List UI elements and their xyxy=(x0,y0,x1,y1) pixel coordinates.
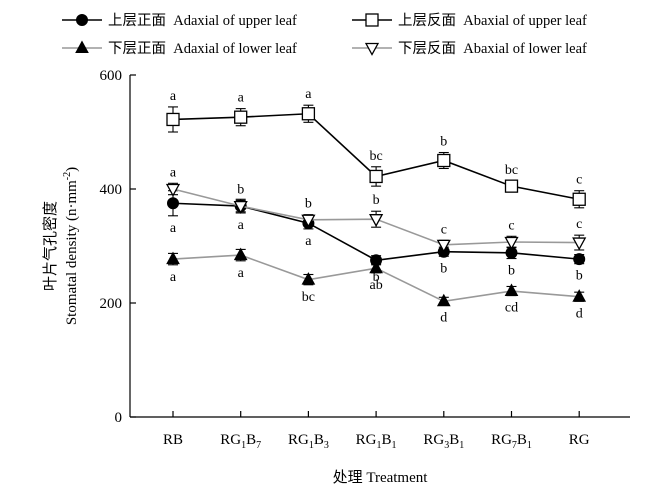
significance-label: a xyxy=(238,91,245,106)
significance-label: c xyxy=(576,217,582,232)
legend-item-2: 下层正面 Adaxial of lower leaf xyxy=(62,40,297,57)
axis-titles: 处理 Treatment 叶片气孔密度 Stomatal density (n·mm… xyxy=(42,167,428,486)
significance-label: bc xyxy=(302,290,315,305)
legend-item-0: 上层正面 Adaxial of upper leaf xyxy=(62,12,297,29)
legend-marker xyxy=(365,13,379,27)
x-tick-label: RG1B1 xyxy=(356,432,397,451)
significance-label: a xyxy=(238,218,245,233)
significance-label: a xyxy=(238,266,245,281)
legend-marker xyxy=(364,42,380,56)
significance-label: b xyxy=(237,182,244,197)
data-point xyxy=(301,272,316,285)
legend-marker xyxy=(76,14,88,26)
significance-label: b xyxy=(373,270,380,285)
significance-label: a xyxy=(170,165,177,180)
data-point xyxy=(572,192,586,206)
data-point xyxy=(573,253,586,266)
data-point xyxy=(165,183,181,197)
data-point xyxy=(233,247,248,261)
legend-item-1: 上层反面 Abaxial of upper leaf xyxy=(352,12,587,29)
y-axis-title-en: Stomatal density (n·mm-2) xyxy=(62,167,80,325)
legend-item-3: 下层反面 Abaxial of lower leaf xyxy=(352,40,587,57)
data-point xyxy=(504,179,519,193)
data-point xyxy=(301,107,316,121)
significance-label: d xyxy=(440,310,447,325)
significance-label: c xyxy=(576,173,582,188)
data-point xyxy=(301,214,316,228)
data-point xyxy=(437,153,451,168)
data-point xyxy=(369,169,383,184)
series-3: abb bc c c xyxy=(165,165,587,253)
legend-label: 上层正面 Adaxial of upper leaf xyxy=(108,12,297,29)
significance-label: b xyxy=(305,197,312,212)
data-point xyxy=(369,260,383,274)
legend-label: 下层正面 Adaxial of lower leaf xyxy=(108,41,297,57)
significance-label: c xyxy=(441,222,447,237)
significance-label: bc xyxy=(505,163,518,178)
x-tick-label: RG1B3 xyxy=(288,432,329,451)
data-point xyxy=(436,293,451,307)
y-tick-label: 200 xyxy=(100,296,123,312)
legend-label: 上层反面 Abaxial of upper leaf xyxy=(398,12,587,29)
data-point xyxy=(233,200,248,214)
x-tick-label: RB xyxy=(163,432,183,448)
significance-label: b xyxy=(508,264,515,279)
data-point xyxy=(504,236,519,250)
significance-label: c xyxy=(508,218,514,233)
data-point xyxy=(166,251,180,265)
significance-label: ab xyxy=(369,278,382,293)
data-point xyxy=(572,289,587,302)
significance-label: a xyxy=(170,89,177,104)
significance-label: b xyxy=(440,261,447,276)
data-point xyxy=(436,239,451,253)
data-point xyxy=(504,283,519,297)
x-axis-title: 处理 Treatment xyxy=(333,469,429,486)
data-point xyxy=(369,214,384,228)
data-point xyxy=(572,237,587,251)
y-tick-label: 0 xyxy=(115,410,123,426)
significance-label: b xyxy=(440,135,447,150)
legend-marker xyxy=(75,40,89,53)
significance-label: d xyxy=(576,306,583,321)
x-tick-label: RG xyxy=(569,432,590,448)
series-2: a a bc ab d cd d xyxy=(166,247,587,325)
significance-label: a xyxy=(170,270,177,285)
significance-label: cd xyxy=(505,301,518,316)
data-point xyxy=(166,112,180,127)
x-tick-label: RG1B7 xyxy=(220,432,261,451)
significance-label: b xyxy=(373,193,380,208)
data-point xyxy=(167,197,179,210)
y-axis-title-cn: 叶片气孔密度 xyxy=(42,201,59,291)
x-tick-label: RG7B1 xyxy=(491,432,532,451)
significance-label: a xyxy=(305,87,312,102)
y-tick-label: 600 xyxy=(100,68,123,84)
x-tick-label: RG3B1 xyxy=(423,432,464,451)
legend-label: 下层反面 Abaxial of lower leaf xyxy=(398,40,587,57)
data-point xyxy=(234,110,248,124)
legend: 上层正面 Adaxial of upper leaf 上层反面 Abaxial o… xyxy=(62,12,587,57)
axes: 0 200 400 600 RB RG1B7 RG1B3 RG1B1 RG3B1 RG7B1 RG xyxy=(100,68,630,451)
significance-label: a xyxy=(305,234,312,249)
series-1: a a a bc b bc c xyxy=(166,87,586,209)
significance-label: bc xyxy=(369,149,382,164)
significance-label: a xyxy=(170,221,177,236)
significance-label: b xyxy=(576,269,583,284)
y-tick-label: 400 xyxy=(100,182,123,198)
